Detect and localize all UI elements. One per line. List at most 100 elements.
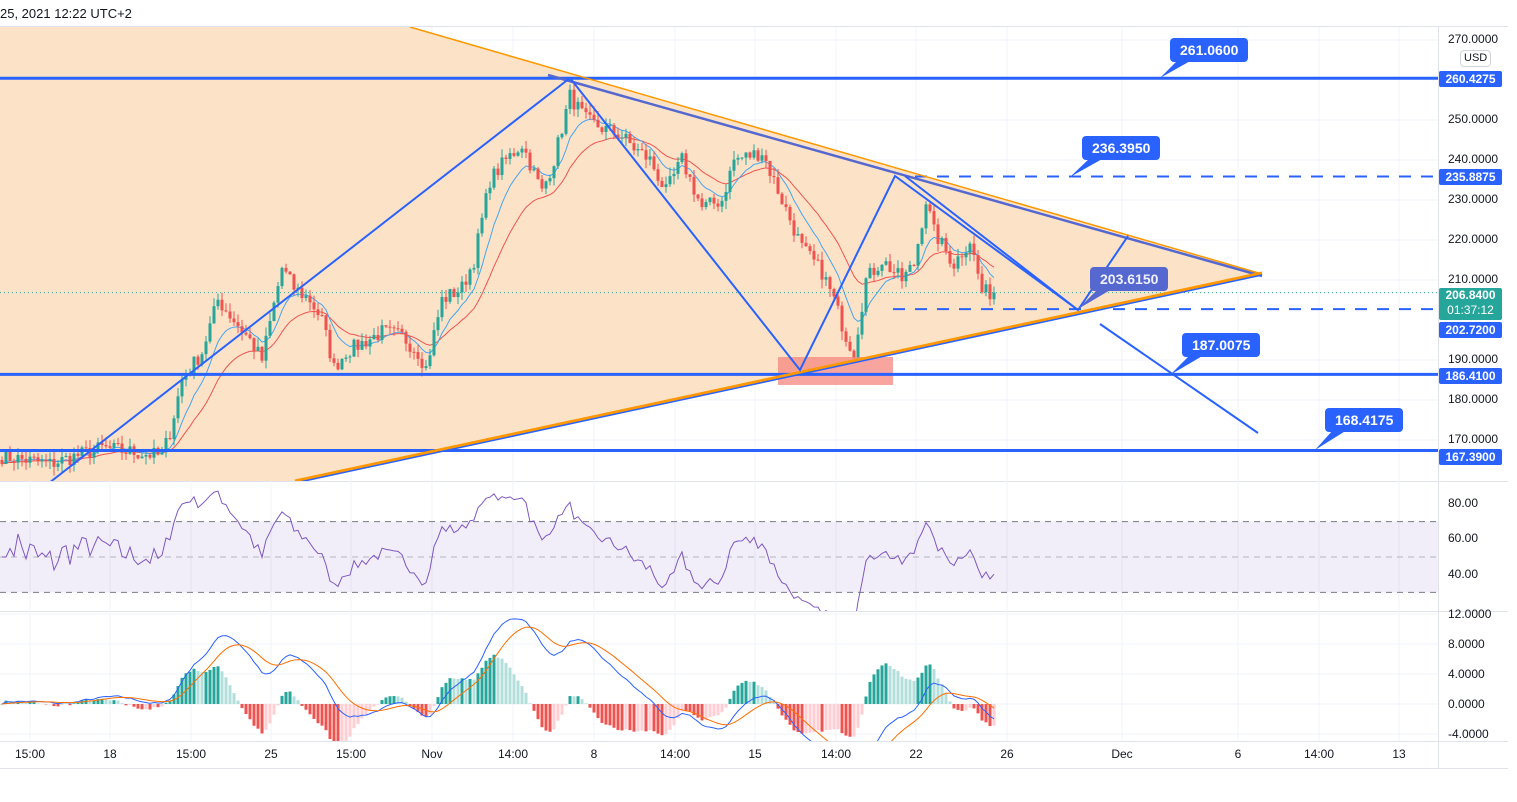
candle-body — [428, 355, 432, 367]
candle-body — [792, 220, 796, 236]
macd-histogram-bar — [280, 695, 284, 704]
macd-histogram-bar — [620, 704, 624, 731]
candle-body — [68, 455, 72, 465]
candle-body — [604, 125, 608, 133]
price-callout: 203.6150 — [1090, 267, 1169, 291]
macd-histogram-bar — [724, 704, 728, 708]
price-level-tag: 186.4100 — [1439, 368, 1502, 384]
candle-body — [420, 358, 424, 368]
macd-histogram-bar — [828, 704, 832, 730]
macd-histogram-bar — [344, 704, 348, 741]
macd-histogram-bar — [52, 704, 56, 707]
triangle-fill — [0, 27, 1262, 481]
candle-body — [532, 168, 536, 171]
price-tick-label: 180.0000 — [1448, 392, 1499, 406]
macd-histogram-bar — [752, 681, 756, 704]
macd-histogram-bar — [428, 704, 432, 715]
macd-histogram-bar — [508, 667, 512, 704]
macd-histogram-bar — [636, 704, 640, 732]
macd-histogram-bar — [792, 704, 796, 731]
candle-body — [916, 244, 920, 266]
macd-histogram-bar — [320, 704, 324, 726]
candle-body — [276, 286, 280, 303]
candle-body — [152, 447, 156, 458]
macd-histogram-bar — [228, 685, 232, 704]
price-tick-label: 250.0000 — [1448, 112, 1499, 126]
macd-histogram-bar — [332, 704, 336, 741]
macd-histogram-bar — [0, 704, 4, 705]
macd-histogram-bar — [984, 704, 988, 723]
macd-histogram-bar — [704, 704, 708, 720]
macd-histogram-bar — [716, 704, 720, 716]
candle-body — [108, 446, 112, 448]
macd-histogram-bar — [224, 677, 228, 704]
candle-body — [948, 251, 952, 264]
macd-histogram-bar — [8, 701, 12, 704]
macd-histogram-bar — [468, 678, 472, 704]
candle-body — [772, 175, 776, 178]
candle-body — [64, 455, 68, 457]
candle-body — [204, 341, 208, 355]
time-tick-label: 15 — [748, 747, 762, 761]
candle-body — [272, 302, 276, 322]
candle-body — [968, 243, 972, 253]
candle-body — [964, 252, 968, 258]
candle-body — [176, 396, 180, 419]
macd-histogram-bar — [776, 704, 780, 709]
time-tick-label: Nov — [421, 747, 443, 761]
candle-body — [768, 160, 772, 176]
macd-histogram-bar — [216, 666, 220, 704]
candle-body — [112, 443, 116, 448]
candle-body — [780, 193, 784, 205]
macd-histogram-bar — [840, 704, 844, 734]
candle-body — [136, 454, 140, 459]
candle-body — [172, 418, 176, 440]
macd-histogram-bar — [252, 704, 256, 726]
candle-body — [496, 168, 500, 175]
candle-body — [392, 327, 396, 329]
macd-histogram-bar — [128, 704, 132, 705]
time-tick-label: 13 — [1392, 747, 1406, 761]
currency-badge[interactable]: USD — [1460, 50, 1492, 67]
candle-body — [148, 455, 152, 458]
candle-body — [340, 358, 344, 370]
candle-body — [540, 179, 544, 189]
macd-histogram-bar — [484, 660, 488, 704]
candle-body — [28, 456, 32, 463]
macd-histogram-bar — [184, 673, 188, 704]
macd-histogram-bar — [952, 704, 956, 709]
candle-body — [740, 157, 744, 159]
candle-body — [664, 184, 668, 188]
candle-body — [928, 204, 932, 212]
macd-histogram-bar — [884, 663, 888, 704]
macd-histogram-bar — [924, 665, 928, 704]
macd-histogram-bar — [264, 704, 268, 730]
macd-histogram-bar — [76, 702, 80, 704]
macd-histogram-bar — [300, 704, 304, 706]
macd-histogram-bar — [348, 704, 352, 737]
macd-histogram-bar — [104, 699, 108, 704]
callout-pointer — [1070, 158, 1104, 177]
candle-body — [932, 211, 936, 225]
candle-body — [788, 207, 792, 221]
macd-histogram-bar — [392, 696, 396, 704]
macd-histogram-bar — [700, 704, 704, 721]
candle-body — [616, 134, 620, 139]
candle-body — [324, 315, 328, 330]
macd-histogram-bar — [200, 672, 204, 704]
macd-histogram-bar — [708, 704, 712, 718]
macd-histogram-bar — [592, 704, 596, 713]
macd-histogram-bar — [136, 704, 140, 709]
candle-body — [380, 325, 384, 341]
candle-body — [804, 242, 808, 247]
macd-histogram-bar — [944, 692, 948, 704]
candle-body — [676, 162, 680, 174]
candle-body — [140, 456, 144, 459]
macd-histogram-bar — [988, 704, 992, 727]
macd-histogram-bar — [396, 696, 400, 704]
candle-body — [492, 168, 496, 188]
candle-body — [224, 310, 228, 312]
macd-histogram-bar — [992, 704, 996, 726]
candle-body — [680, 153, 684, 163]
